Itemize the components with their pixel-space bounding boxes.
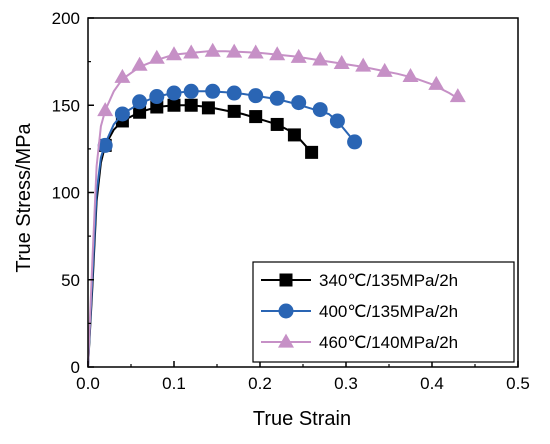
data-point-series-2: [226, 85, 242, 101]
x-tick-label: 0.4: [420, 374, 444, 393]
y-tick-label: 100: [52, 184, 80, 203]
data-point-series-1: [287, 128, 301, 142]
data-point-series-3: [114, 68, 131, 83]
legend-marker: [279, 273, 293, 287]
y-tick-label: 150: [52, 96, 80, 115]
x-tick-label: 0.5: [506, 374, 530, 393]
data-point-series-3: [166, 46, 182, 61]
data-point-series-3: [269, 46, 286, 61]
y-tick-label: 0: [71, 358, 80, 377]
x-tick-label: 0.1: [162, 374, 186, 393]
legend: 340℃/135MPa/2h 400℃/135MPa/2h 460℃/140MPa/…: [252, 261, 515, 363]
data-point-series-1: [184, 98, 198, 112]
data-point-series-2: [114, 106, 130, 122]
data-point-series-3: [312, 51, 329, 66]
data-point-series-2: [269, 90, 285, 106]
data-point-series-2: [312, 102, 328, 118]
legend-label: 400℃/135MPa/2h: [319, 302, 458, 321]
data-point-series-3: [402, 68, 419, 83]
data-point-series-1: [249, 110, 263, 124]
series-line-3: [87, 50, 459, 368]
y-axis-title: True Stress/MPa: [13, 122, 35, 272]
data-point-series-3: [333, 54, 350, 69]
data-point-series-3: [131, 56, 148, 71]
plot-area: [87, 42, 466, 368]
data-point-series-3: [148, 49, 165, 64]
legend-label: 460℃/140MPa/2h: [319, 333, 458, 352]
data-point-series-3: [290, 48, 307, 63]
data-point-series-3: [428, 75, 445, 90]
x-tick-label: 0.3: [334, 374, 358, 393]
data-point-series-2: [205, 83, 221, 99]
data-point-series-1: [270, 117, 284, 131]
x-tick-label: 0.2: [248, 374, 272, 393]
legend-marker: [278, 303, 294, 319]
legend-label: 340℃/135MPa/2h: [319, 271, 458, 290]
y-tick-label: 50: [61, 271, 80, 290]
data-point-series-2: [97, 137, 113, 153]
y-tick-label: 200: [52, 9, 80, 28]
data-point-series-1: [201, 101, 215, 115]
data-point-series-1: [227, 104, 241, 118]
data-point-series-1: [305, 145, 319, 159]
data-point-series-1: [150, 100, 164, 114]
data-point-series-3: [183, 44, 200, 59]
data-point-series-3: [376, 62, 393, 77]
x-axis-title: True Strain: [253, 408, 351, 430]
data-point-series-2: [347, 134, 363, 150]
x-tick-label: 0.0: [76, 374, 100, 393]
data-point-series-2: [166, 85, 182, 101]
data-point-series-3: [355, 57, 372, 72]
data-point-series-1: [133, 105, 147, 119]
data-point-series-3: [247, 44, 264, 59]
data-point-series-2: [132, 94, 148, 110]
data-point-series-3: [97, 102, 114, 117]
data-point-series-3: [204, 42, 221, 57]
data-point-series-1: [167, 98, 181, 112]
data-point-series-2: [149, 89, 165, 105]
data-point-series-3: [449, 88, 466, 103]
data-point-series-2: [248, 88, 264, 104]
legend-marker: [278, 333, 294, 348]
data-point-series-2: [329, 113, 345, 129]
data-point-series-2: [183, 83, 199, 99]
axes: 0.0 0.1 0.2 0.3 0.4 0.5 0 50 100 150 200: [52, 9, 530, 393]
data-point-series-3: [226, 43, 243, 58]
data-point-series-2: [291, 95, 307, 111]
